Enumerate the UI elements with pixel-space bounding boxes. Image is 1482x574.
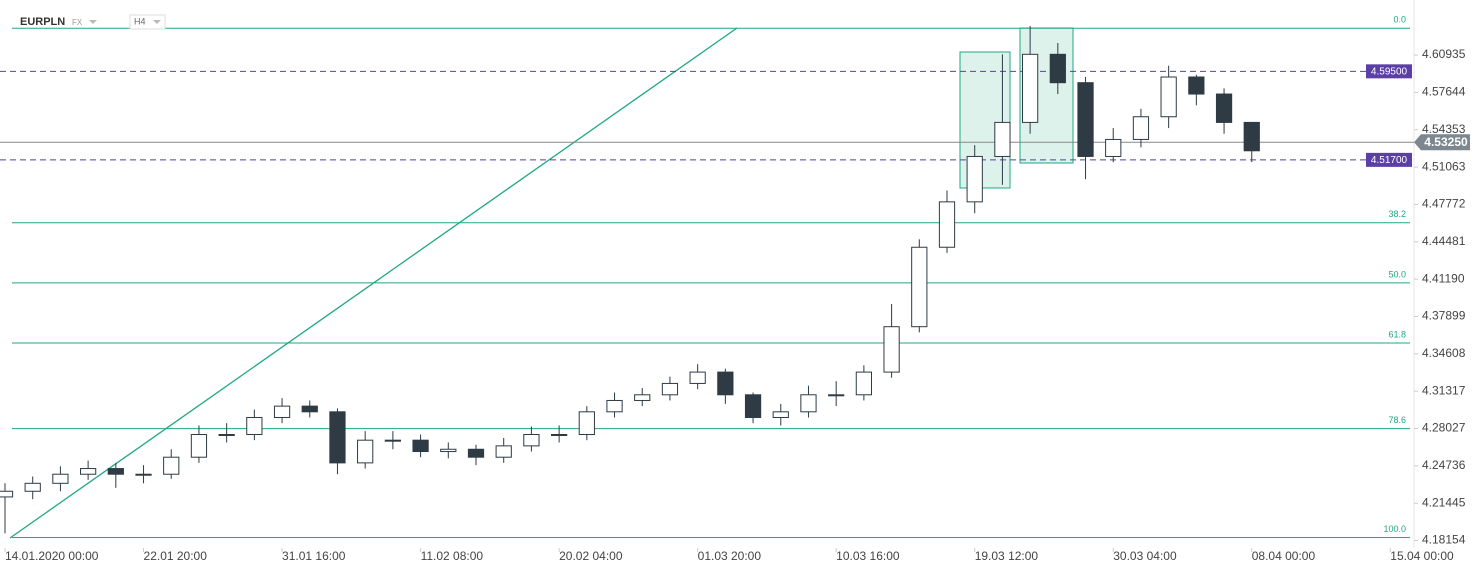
fib-label: 78.6 xyxy=(1388,415,1406,425)
y-tick-label: 4.44481 xyxy=(1422,234,1466,248)
y-tick-label: 4.54353 xyxy=(1422,122,1466,136)
y-tick-label: 4.34608 xyxy=(1422,346,1466,360)
y-tick-label: 4.51063 xyxy=(1422,159,1466,173)
candle-body xyxy=(1077,82,1094,157)
fib-label: 38.2 xyxy=(1388,209,1406,219)
x-tick-label: 11.02 08:00 xyxy=(421,549,484,563)
candle-body xyxy=(994,121,1011,157)
candle-body xyxy=(661,382,679,396)
y-tick-label: 4.60935 xyxy=(1422,47,1466,61)
y-tick-label: 4.41190 xyxy=(1422,271,1465,285)
candle-body xyxy=(1160,76,1177,118)
candle-body xyxy=(24,482,41,492)
candle-body xyxy=(523,434,540,447)
x-tick-label: 10.03 16:00 xyxy=(836,549,900,563)
candle-body xyxy=(883,326,900,373)
level-tag xyxy=(1366,152,1412,167)
level-label: 4.59500 xyxy=(1371,66,1408,77)
fib-label: 61.8 xyxy=(1388,329,1406,339)
candle-body xyxy=(606,399,623,413)
timeframe-box[interactable] xyxy=(129,14,166,30)
candle-body xyxy=(550,434,568,437)
x-tick-label: 01.03 20:00 xyxy=(698,549,762,563)
candle-body xyxy=(966,155,983,203)
candle-body xyxy=(384,439,402,442)
candle-body xyxy=(1105,138,1122,157)
candle-body xyxy=(107,468,124,475)
fib-label: 100.0 xyxy=(1383,524,1406,534)
plot: 0.0 38.2 50.0 61.8 78.6 100.0 4.59500 4.51700 4.… xyxy=(0,15,1470,563)
candle-body xyxy=(467,448,485,458)
candle-body xyxy=(717,371,734,396)
x-tick-label: 22.01 20:00 xyxy=(144,549,208,563)
candle-body xyxy=(1243,121,1260,152)
candle-body xyxy=(1049,53,1066,84)
candle-body xyxy=(911,246,928,328)
candle-body xyxy=(246,416,263,436)
candle-body xyxy=(0,490,14,498)
candle-body xyxy=(163,456,180,475)
y-tick-label: 4.57644 xyxy=(1422,85,1466,99)
candle-body xyxy=(772,411,789,418)
candle-body xyxy=(1132,116,1150,140)
dropdown-icon[interactable] xyxy=(153,20,161,24)
candle-body xyxy=(828,394,845,397)
dropdown-icon[interactable] xyxy=(89,20,97,24)
x-tick-label: 31.01 16:00 xyxy=(282,549,346,563)
timeframe[interactable]: H4 xyxy=(134,16,146,26)
candle-body xyxy=(218,434,235,437)
y-tick-label: 4.31317 xyxy=(1422,383,1466,397)
level-tag xyxy=(1366,64,1412,79)
x-tick-label: 30.03 04:00 xyxy=(1113,549,1177,563)
candle-body xyxy=(1188,76,1205,95)
candle-body xyxy=(744,394,762,418)
candle-body xyxy=(1215,93,1233,123)
candle-body xyxy=(495,445,512,458)
candle-body xyxy=(79,468,97,475)
candle-body xyxy=(634,394,651,401)
x-tick-label: 15.04 00:00 xyxy=(1390,549,1454,563)
y-tick-label: 4.21445 xyxy=(1422,495,1466,509)
candle-body xyxy=(800,394,817,413)
x-tick-label: 19.03 12:00 xyxy=(975,549,1039,563)
fib-label: 50.0 xyxy=(1388,269,1406,279)
last-price-tag xyxy=(1414,134,1470,151)
x-tick-label: 08.04 00:00 xyxy=(1252,549,1316,563)
candle-body xyxy=(190,434,208,458)
y-tick-label: 4.28027 xyxy=(1422,421,1466,435)
candle-body xyxy=(135,473,152,476)
fib-label: 0.0 xyxy=(1393,15,1406,25)
candle-body xyxy=(440,448,457,453)
range-box xyxy=(959,51,1011,189)
candle-body xyxy=(329,411,346,464)
candle-body xyxy=(689,371,706,384)
x-tick-label: 20.02 04:00 xyxy=(559,549,623,563)
market: FX xyxy=(72,18,83,27)
candle-body xyxy=(938,201,956,248)
y-tick-label: 4.24736 xyxy=(1422,458,1466,472)
x-tick-label: 14.01.2020 00:00 xyxy=(5,549,99,563)
symbol[interactable]: EURPLN xyxy=(20,16,65,28)
candle-body xyxy=(855,371,873,396)
candle-body xyxy=(273,405,291,418)
candle-body xyxy=(301,405,318,413)
y-tick-label: 4.18154 xyxy=(1422,533,1466,547)
level-label: 4.51700 xyxy=(1371,155,1408,166)
candle-body xyxy=(1021,53,1039,123)
candle-body xyxy=(52,473,69,484)
last-price-label: 4.53250 xyxy=(1424,135,1468,149)
y-tick-label: 4.47772 xyxy=(1422,197,1466,211)
y-tick-label: 4.37899 xyxy=(1422,309,1466,323)
candle-body xyxy=(412,439,429,453)
candle-body xyxy=(357,439,374,464)
candle-body xyxy=(578,411,595,436)
